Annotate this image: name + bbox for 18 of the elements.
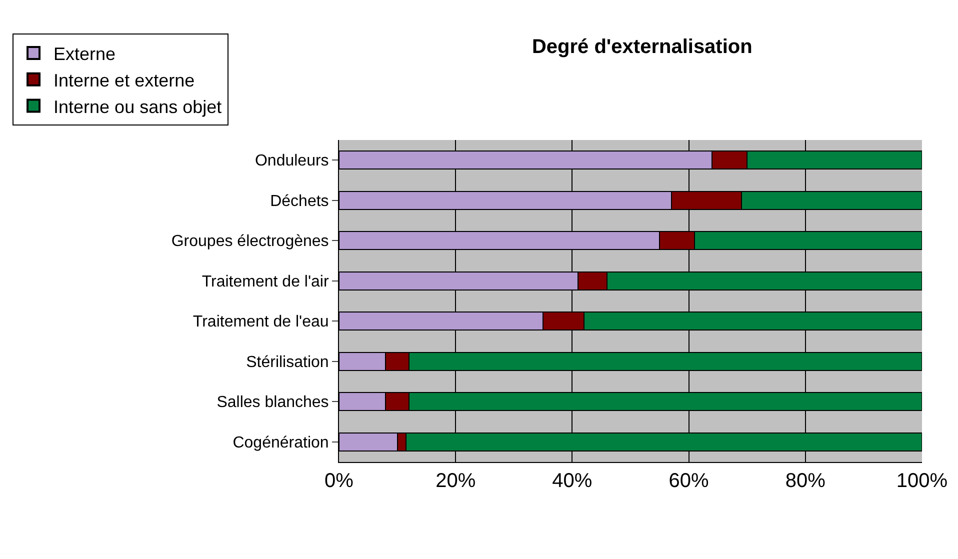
x-tick-label: 40% bbox=[552, 470, 592, 492]
legend-label: Interne ou sans objet bbox=[54, 96, 222, 117]
y-tick-label: Déchets bbox=[270, 192, 329, 210]
y-tick-label: Groupes électrogènes bbox=[171, 233, 329, 250]
y-tick-label: Cogénération bbox=[232, 434, 329, 452]
x-tick-label: 20% bbox=[436, 470, 476, 492]
chart-title: Degré d'externalisation bbox=[532, 36, 752, 58]
y-tick-label: Traitement de l'eau bbox=[192, 314, 329, 331]
legend-label: Externe bbox=[54, 44, 116, 64]
x-tick-label: 60% bbox=[668, 470, 710, 492]
y-tick-label: Stérilisation bbox=[246, 354, 329, 371]
x-tick-label: 0% bbox=[324, 470, 354, 492]
y-tick-label: Traitement de l'air bbox=[202, 273, 330, 290]
y-tick-label: Onduleurs bbox=[254, 152, 329, 170]
legend-label: Interne et externe bbox=[54, 70, 195, 90]
x-tick-label: 100% bbox=[896, 470, 948, 492]
x-tick-label: 80% bbox=[785, 470, 826, 492]
y-tick-label: Salles blanches bbox=[216, 394, 329, 412]
